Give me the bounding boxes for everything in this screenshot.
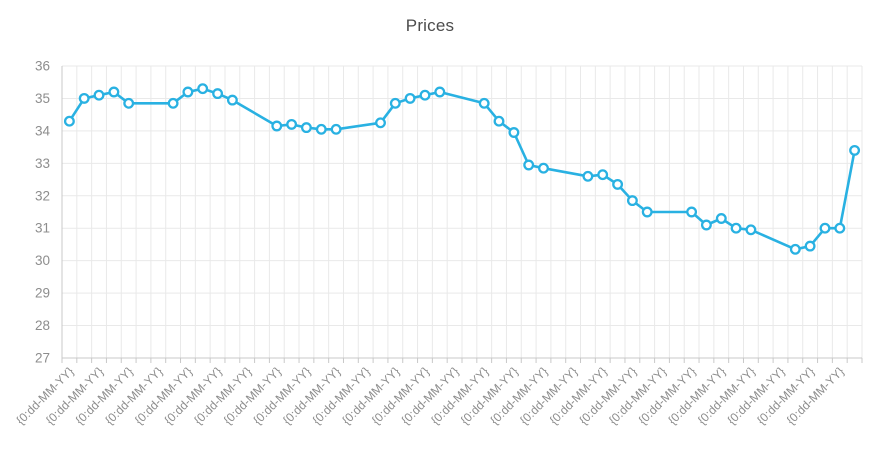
data-point-marker xyxy=(123,97,135,109)
vertical-gridlines xyxy=(61,66,863,358)
y-axis-label: 33 xyxy=(35,156,50,171)
data-point-marker xyxy=(108,86,120,98)
data-point-marker xyxy=(434,86,446,98)
data-point-marker xyxy=(93,89,105,101)
data-point-marker xyxy=(686,206,698,218)
horizontal-gridlines xyxy=(62,65,862,359)
data-point-marker xyxy=(626,195,638,207)
y-axis-label: 28 xyxy=(35,318,50,333)
data-point-marker xyxy=(493,115,505,127)
series-line xyxy=(68,87,856,251)
data-point-marker xyxy=(700,219,712,231)
data-point-marker xyxy=(78,92,90,104)
chart-title: Prices xyxy=(405,16,455,35)
data-point-marker xyxy=(226,94,238,106)
data-point-marker xyxy=(730,222,742,234)
y-axis-label: 31 xyxy=(35,221,50,236)
data-point-marker xyxy=(63,115,75,127)
data-point-marker xyxy=(849,144,861,156)
data-point-marker xyxy=(389,97,401,109)
data-point-marker xyxy=(612,178,624,190)
data-point-marker xyxy=(478,97,490,109)
data-point-marker xyxy=(271,120,283,132)
data-point-marker xyxy=(597,169,609,181)
data-point-marker xyxy=(523,159,535,171)
data-point-marker xyxy=(330,123,342,135)
data-point-marker xyxy=(197,83,209,95)
data-point-marker xyxy=(819,222,831,234)
data-point-marker xyxy=(182,86,194,98)
y-axis-label: 27 xyxy=(35,351,50,366)
data-point-marker xyxy=(375,117,386,129)
y-axis-label: 34 xyxy=(35,123,51,138)
y-axis-label: 36 xyxy=(35,59,50,74)
data-point-markers xyxy=(63,83,861,255)
data-point-marker xyxy=(404,92,416,104)
data-point-marker xyxy=(641,206,653,218)
data-point-marker xyxy=(508,127,520,138)
x-axis-labels: {0:dd-MM-YY}{0:dd-MM-YY}{0:dd-MM-YY}{0:d… xyxy=(13,364,847,427)
data-point-marker xyxy=(212,88,224,100)
data-point-marker xyxy=(167,97,179,109)
x-axis-ticks xyxy=(61,358,863,363)
y-axis-label: 29 xyxy=(35,286,50,301)
data-point-marker xyxy=(745,224,757,236)
data-point-marker xyxy=(286,118,298,130)
data-point-marker xyxy=(715,213,727,224)
y-axis-label: 30 xyxy=(35,253,50,268)
data-point-marker xyxy=(804,240,816,252)
data-point-marker xyxy=(315,123,327,135)
data-point-marker xyxy=(300,122,312,134)
data-point-marker xyxy=(419,89,431,101)
data-point-marker xyxy=(538,162,549,174)
y-axis-label: 32 xyxy=(35,188,50,203)
y-axis-label: 35 xyxy=(35,91,50,106)
data-point-marker xyxy=(789,243,801,255)
y-axis-labels: 36 35 34 33 32 31 30 29 28 27 xyxy=(35,59,51,366)
data-point-marker xyxy=(582,170,594,182)
data-point-marker xyxy=(834,222,846,234)
